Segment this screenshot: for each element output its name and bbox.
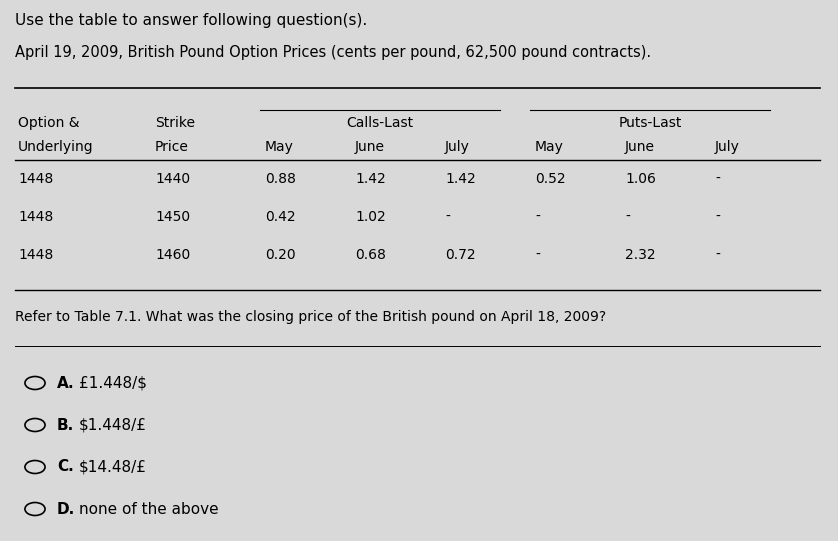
Text: -: -	[715, 210, 720, 224]
Text: Option &: Option &	[18, 116, 80, 130]
Text: -: -	[535, 210, 540, 224]
Text: April 19, 2009, British Pound Option Prices (cents per pound, 62,500 pound contr: April 19, 2009, British Pound Option Pri…	[15, 45, 651, 60]
Text: 0.72: 0.72	[445, 248, 476, 262]
Text: -: -	[445, 210, 450, 224]
Text: -: -	[715, 248, 720, 262]
Text: May: May	[535, 140, 564, 154]
Text: Use the table to answer following question(s).: Use the table to answer following questi…	[15, 13, 367, 28]
Text: 1440: 1440	[155, 172, 190, 186]
Text: Puts-Last: Puts-Last	[618, 116, 681, 130]
Text: 0.88: 0.88	[265, 172, 296, 186]
Text: Price: Price	[155, 140, 189, 154]
Text: 1448: 1448	[18, 172, 54, 186]
Text: -: -	[535, 248, 540, 262]
Text: none of the above: none of the above	[79, 502, 219, 517]
Text: $14.48/£: $14.48/£	[79, 459, 147, 474]
Text: A.: A.	[57, 375, 75, 391]
Text: D.: D.	[57, 502, 75, 517]
Text: 1.06: 1.06	[625, 172, 656, 186]
Text: 1448: 1448	[18, 210, 54, 224]
Text: July: July	[715, 140, 740, 154]
Text: Strike: Strike	[155, 116, 195, 130]
Text: Calls-Last: Calls-Last	[346, 116, 414, 130]
Text: 0.20: 0.20	[265, 248, 296, 262]
Text: June: June	[625, 140, 655, 154]
Text: 0.52: 0.52	[535, 172, 566, 186]
Text: 1450: 1450	[155, 210, 190, 224]
Text: July: July	[445, 140, 470, 154]
Text: C.: C.	[57, 459, 74, 474]
Text: 1.42: 1.42	[445, 172, 476, 186]
Text: 0.42: 0.42	[265, 210, 296, 224]
Text: 2.32: 2.32	[625, 248, 655, 262]
Text: 1.42: 1.42	[355, 172, 385, 186]
Text: Underlying: Underlying	[18, 140, 94, 154]
Text: B.: B.	[57, 418, 75, 432]
Text: May: May	[265, 140, 294, 154]
Text: Refer to Table 7.1. What was the closing price of the British pound on April 18,: Refer to Table 7.1. What was the closing…	[15, 310, 606, 324]
Text: 1448: 1448	[18, 248, 54, 262]
Text: -: -	[715, 172, 720, 186]
Text: 1.02: 1.02	[355, 210, 385, 224]
Text: £1.448/$: £1.448/$	[79, 375, 147, 391]
Text: $1.448/£: $1.448/£	[79, 418, 147, 432]
Text: -: -	[625, 210, 630, 224]
Text: 0.68: 0.68	[355, 248, 385, 262]
Text: 1460: 1460	[155, 248, 190, 262]
Text: June: June	[355, 140, 385, 154]
